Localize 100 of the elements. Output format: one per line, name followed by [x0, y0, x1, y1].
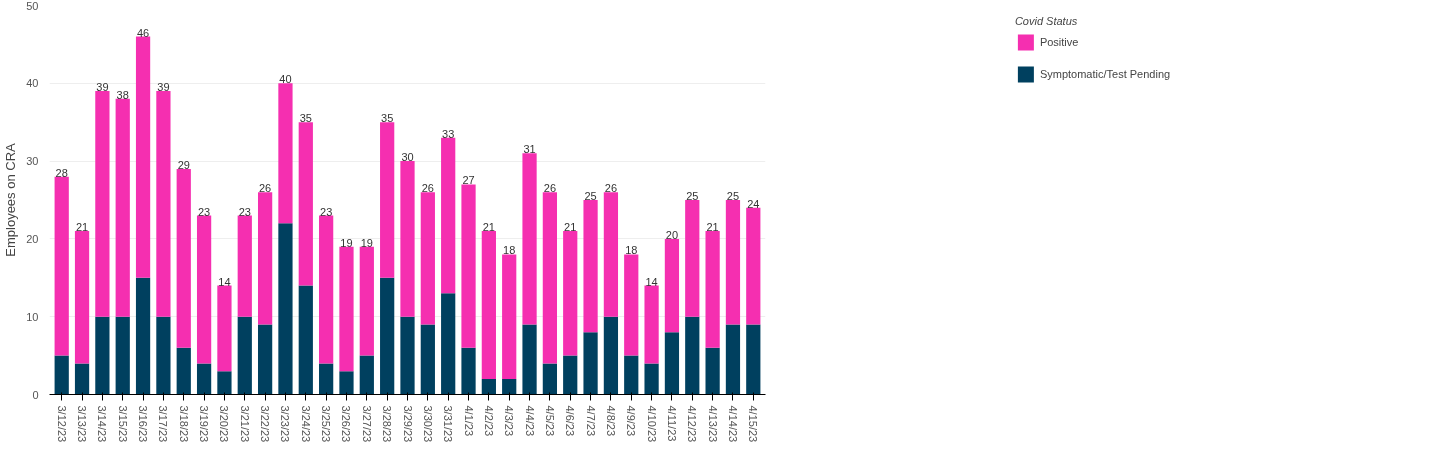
legend-label: Positive	[1039, 36, 1079, 48]
bar	[135, 277, 151, 395]
bar	[603, 192, 619, 317]
x-tick-label: 4/10/23	[645, 405, 658, 443]
bar	[624, 355, 639, 395]
bar	[339, 371, 354, 395]
bar	[74, 231, 90, 364]
x-tick-label: 3/25/23	[320, 405, 333, 443]
total-label: 18	[503, 244, 516, 257]
bar	[400, 316, 415, 395]
bar	[502, 378, 517, 395]
bar	[278, 223, 293, 395]
total-label: 46	[136, 26, 150, 39]
bar	[359, 246, 374, 356]
total-label: 31	[523, 143, 536, 156]
bar	[319, 363, 334, 395]
x-tick-label: 4/12/23	[686, 405, 699, 443]
bar	[563, 231, 578, 356]
total-label: 26	[543, 182, 557, 195]
bar	[135, 36, 151, 278]
total-label: 23	[320, 205, 333, 218]
x-tick-label: 3/16/23	[137, 405, 150, 443]
bar	[319, 215, 334, 364]
x-tick-label: 4/8/23	[604, 405, 617, 437]
bar	[664, 238, 680, 333]
bar	[339, 246, 354, 372]
y-tick-label: 30	[26, 155, 39, 168]
x-tick-label: 3/21/23	[238, 405, 251, 443]
total-label: 21	[706, 221, 719, 234]
bar	[359, 355, 374, 395]
x-tick-label: 3/26/23	[340, 405, 353, 443]
total-label: 39	[157, 81, 170, 94]
x-tick-label: 4/3/23	[503, 405, 516, 437]
total-label: 29	[177, 158, 190, 171]
bar	[461, 184, 476, 348]
x-tick-label: 3/24/23	[299, 405, 312, 443]
x-tick-label: 3/22/23	[259, 405, 272, 443]
total-label: 21	[75, 221, 89, 234]
x-tick-label: 3/19/23	[198, 405, 211, 443]
legend-label: Symptomatic/Test Pending	[1039, 68, 1171, 80]
x-tick-label: 3/13/23	[76, 405, 89, 443]
bar	[54, 355, 69, 395]
bar	[461, 347, 476, 395]
total-label: 19	[360, 236, 373, 249]
bar	[237, 215, 252, 317]
bar	[583, 332, 598, 395]
bar	[725, 200, 741, 325]
bar	[115, 316, 130, 395]
x-tick-label: 3/18/23	[177, 405, 190, 443]
bar	[542, 192, 558, 364]
bar	[257, 192, 273, 325]
x-tick-label: 4/11/23	[665, 405, 678, 442]
bar	[583, 200, 598, 333]
bar	[156, 316, 171, 395]
x-tick-label: 3/30/23	[421, 405, 434, 443]
x-tick-label: 3/20/23	[218, 405, 231, 443]
bar	[644, 285, 659, 364]
bar	[542, 363, 558, 395]
total-label: 39	[96, 81, 109, 94]
total-label: 27	[462, 174, 475, 187]
y-tick-label: 20	[26, 232, 39, 245]
total-label: 21	[482, 221, 495, 234]
bar	[176, 168, 191, 348]
x-tick-label: 4/15/23	[747, 405, 760, 443]
bar	[441, 137, 456, 294]
total-label: 21	[564, 221, 577, 234]
x-tick-label: 3/31/23	[442, 405, 455, 443]
bar	[196, 363, 212, 395]
y-axis-title: Employees on CRA	[3, 142, 19, 257]
bar	[725, 324, 741, 395]
bar	[644, 363, 659, 395]
x-tick-label: 3/15/23	[116, 405, 129, 443]
total-label: 23	[238, 205, 251, 218]
total-label: 35	[299, 112, 312, 125]
total-label: 25	[726, 190, 740, 202]
total-label: 25	[686, 190, 699, 202]
bar	[685, 200, 700, 317]
total-label: 35	[381, 112, 394, 125]
bar	[237, 316, 252, 395]
bar	[705, 231, 720, 348]
bar	[481, 231, 496, 379]
legend-title: Covid Status	[1014, 15, 1079, 27]
total-label: 23	[197, 205, 211, 218]
y-tick-label: 10	[26, 310, 39, 323]
total-label: 26	[604, 182, 618, 195]
bar	[624, 254, 639, 356]
total-label: 30	[401, 151, 414, 164]
bar	[441, 293, 456, 395]
total-label: 26	[259, 182, 272, 195]
x-tick-label: 4/2/23	[482, 405, 495, 437]
x-tick-label: 4/9/23	[625, 405, 638, 437]
y-tick-label: 50	[26, 0, 39, 12]
bar	[380, 122, 395, 278]
x-tick-label: 3/14/23	[96, 405, 109, 443]
y-tick-label: 0	[32, 388, 39, 401]
x-tick-label: 4/1/23	[462, 405, 475, 437]
total-label: 14	[645, 275, 658, 288]
bar	[74, 363, 90, 395]
bar	[278, 83, 293, 224]
bar	[196, 215, 212, 364]
